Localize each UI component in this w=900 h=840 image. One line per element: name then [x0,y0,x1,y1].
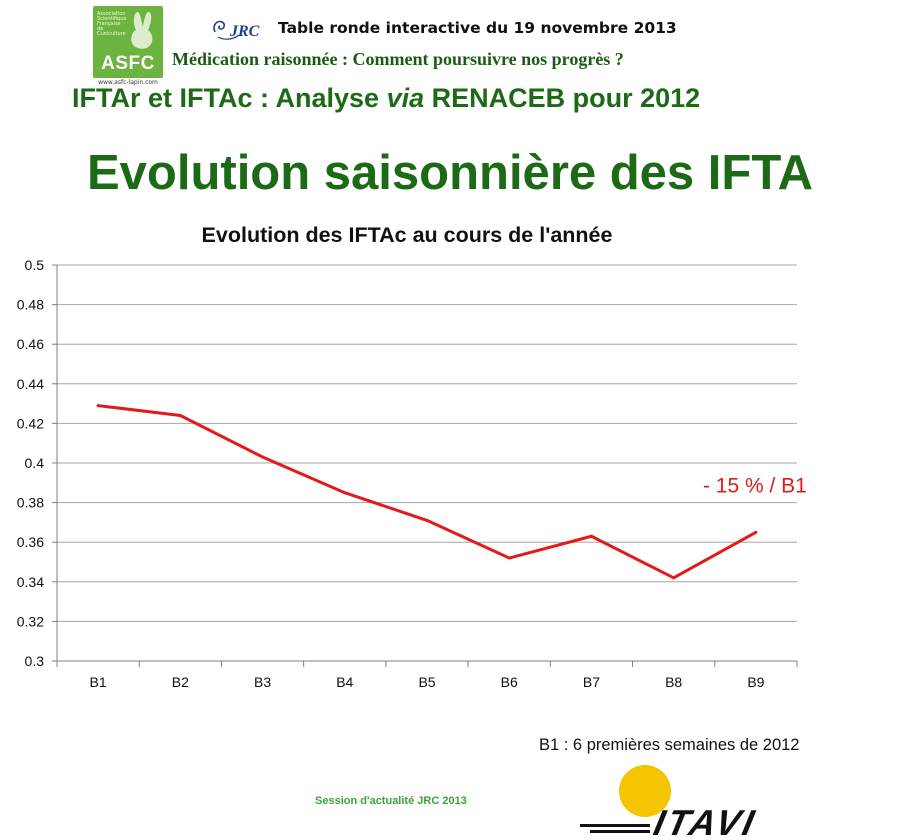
jrc-logo-text: JRC [229,23,260,40]
header-topic: Médication raisonnée : Comment poursuivr… [172,49,624,69]
itavi-logo-text: ITAVI [650,802,760,840]
jrc-logo: JRC [213,20,260,40]
line-chart: Evolution des IFTAc au cours de l'année … [17,223,807,690]
chart-series [96,404,758,580]
header-analysis-title-italic: via [386,83,425,113]
itavi-logo: ITAVI [580,765,761,840]
x-tick-label: B2 [172,674,189,690]
data-point [425,518,429,522]
x-tick-label: B1 [90,674,107,690]
y-tick-label: 0.32 [17,613,44,629]
y-tick-label: 0.3 [25,653,45,669]
slide-title: Evolution saisonnière des IFTA [86,146,814,200]
data-point [96,404,100,408]
asfc-logo-url: www.asfc-lapin.com [98,79,158,86]
y-tick-label: 0.44 [17,376,44,392]
y-tick-label: 0.42 [17,415,44,431]
data-point [178,413,182,417]
x-axis-ticks: B1 B2 B3 B4 B5 B6 B7 B8 B9 [56,661,798,690]
x-tick-label: B5 [418,674,435,690]
x-tick-label: B3 [254,674,271,690]
asfc-logo-text: ASFC [101,53,155,74]
x-tick-label: B9 [747,674,764,690]
header-event-title: Table ronde interactive du 19 novembre 2… [278,19,677,37]
x-tick-label: B8 [665,674,682,690]
data-point [754,530,758,534]
asfc-logo-small-text: Association Scientifique Française de Cu… [97,11,127,37]
header-analysis-title: IFTAr et IFTAc : Analyse via RENACEB pou… [72,83,700,114]
rabbit-icon [131,11,153,49]
header-analysis-title-part2: RENACEB pour 2012 [424,83,701,113]
y-tick-label: 0.36 [17,534,44,550]
data-point [672,576,676,580]
x-tick-label: B6 [501,674,518,690]
y-tick-label: 0.34 [17,574,44,590]
y-tick-label: 0.4 [25,455,45,471]
x-tick-label: B4 [336,674,353,690]
x-tick-label: B7 [583,674,600,690]
footnote: B1 : 6 premières semaines de 2012 [539,736,800,754]
data-point [261,455,265,459]
y-tick-label: 0.38 [17,495,44,511]
y-tick-label: 0.5 [25,257,45,273]
y-tick-label: 0.46 [17,336,44,352]
asfc-logo: Association Scientifique Française de Cu… [93,6,163,86]
sun-icon [619,765,671,817]
chart-annotation: - 15 % / B1 [703,475,807,498]
y-tick-label: 0.48 [17,297,44,313]
y-axis-ticks: 0.3 0.32 0.34 0.36 0.38 0.4 0.42 0.44 0.46 0.48 0.… [17,257,57,669]
data-point [589,534,593,538]
data-point [507,556,511,560]
header-analysis-title-part1: IFTAr et IFTAc : Analyse [72,83,387,113]
chart-grid [57,264,797,622]
series-line [97,404,757,580]
session-label: Session d'actualité JRC 2013 [315,795,467,807]
chart-title: Evolution des IFTAc au cours de l'année [202,223,613,247]
data-point [343,491,347,495]
